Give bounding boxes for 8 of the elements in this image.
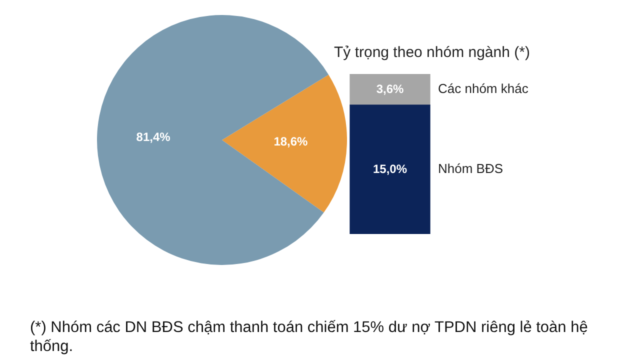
data-label: 15,0% (372, 162, 408, 176)
chart-title: Tỷ trọng theo nhóm ngành (*) (334, 44, 530, 61)
data-label: 18,6% (274, 134, 308, 149)
data-label: 81,4% (136, 130, 171, 144)
data-label: 3,6% (376, 82, 404, 96)
series-label: Các nhóm khác (438, 81, 529, 96)
text: (*) Nhóm các DN BĐS chậm thanh toán chiếm 15% dư nợ TPDN riêng lẻ toàn hệ thống. (30, 318, 589, 356)
series-label: Nhóm BĐS (438, 161, 504, 176)
